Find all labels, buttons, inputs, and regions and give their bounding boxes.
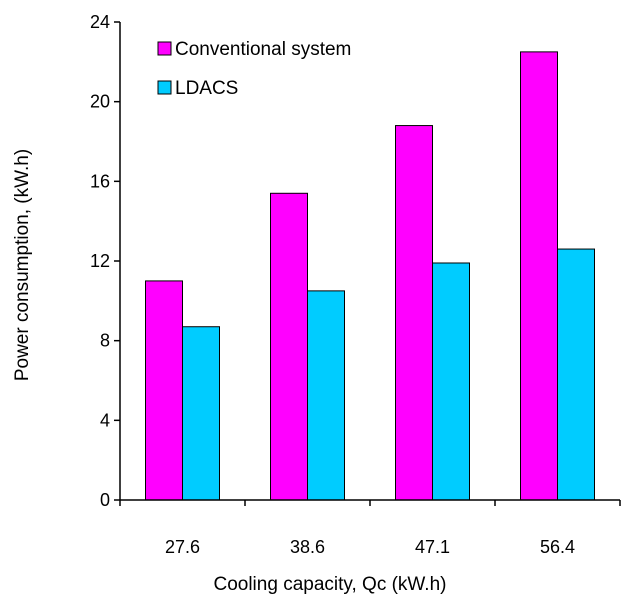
y-axis-title: Power consumption, (kW.h): [12, 149, 33, 381]
x-axis-title: Cooling capacity, Qᴄ (kW.h): [213, 574, 446, 595]
bar-ldacs-56-4: [557, 248, 595, 501]
legend: Conventional system LDACS: [157, 39, 351, 99]
x-tick-label: 47.1: [415, 537, 450, 557]
bar-ldacs-38-6: [307, 290, 345, 501]
bar-conventional-system-27-6: [145, 280, 183, 501]
y-ticks-group: 0 4 8 12 16 20 24: [90, 12, 120, 510]
y-tick-label: 8: [100, 331, 110, 351]
y-tick-label: 24: [90, 12, 110, 32]
y-tick-label: 4: [100, 410, 110, 430]
bar-conventional-system-47-1: [395, 125, 433, 501]
y-tick-label: 12: [90, 251, 110, 271]
bar-conventional-system-56-4: [520, 51, 558, 501]
y-tick-label: 0: [100, 490, 110, 510]
x-ticks-group: 27.6 38.6 47.1 56.4: [119, 500, 621, 557]
bar-ldacs-47-1: [432, 262, 470, 501]
legend-label-ldacs: LDACS: [175, 78, 238, 99]
bars-group: [145, 51, 595, 501]
legend-swatch-conventional-system: [157, 41, 172, 56]
legend-swatch-ldacs: [157, 80, 172, 95]
legend-label-conventional-system: Conventional system: [175, 39, 351, 60]
x-tick-label: 56.4: [540, 537, 575, 557]
bar-ldacs-27-6: [182, 326, 220, 501]
bar-conventional-system-38-6: [270, 192, 308, 501]
x-tick-label: 38.6: [290, 537, 325, 557]
x-tick-label: 27.6: [165, 537, 200, 557]
y-tick-label: 20: [90, 92, 110, 112]
y-tick-label: 16: [90, 171, 110, 191]
